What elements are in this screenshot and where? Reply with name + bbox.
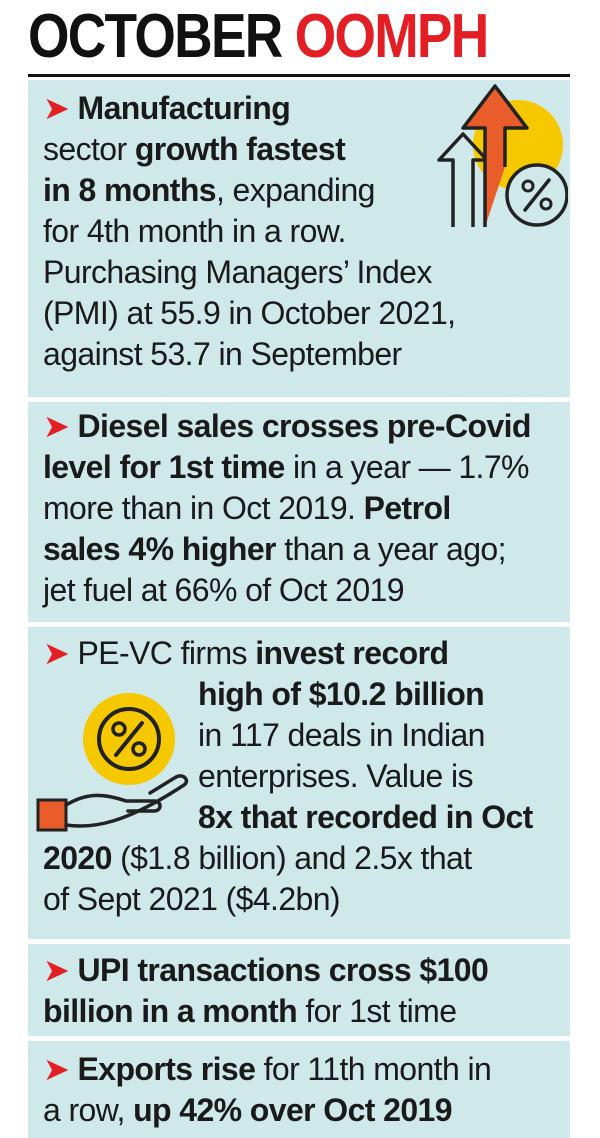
body-text: , expanding	[215, 172, 375, 208]
body-text: ($1.8 billion) and 2.5x that	[111, 840, 472, 876]
body-text: enterprises. Value is	[198, 758, 474, 794]
bullet-arrow-icon: ➤	[43, 408, 78, 444]
text-line: level for 1st time in a year — 1.7%	[43, 447, 531, 488]
bold-text: level for 1st time	[43, 449, 285, 485]
bold-text: billion in a month	[43, 993, 298, 1029]
item-upi: ➤ UPI transactions cross $100 billion in …	[28, 944, 570, 1036]
body-text: Purchasing Managers’ Index	[43, 254, 432, 290]
text-line: sales 4% higher than a year ago;	[43, 529, 531, 570]
item-manufacturing: ➤ Manufacturing sector growth fastest in 8…	[28, 80, 570, 397]
body-text: of Sept 2021 ($4.2bn)	[43, 881, 341, 917]
bold-text: up 42% over Oct 2019	[133, 1092, 452, 1128]
text-line: Purchasing Managers’ Index	[43, 252, 455, 293]
title-rule	[28, 74, 570, 77]
bold-text: Petrol	[363, 490, 452, 526]
text-line: sector growth fastest	[43, 129, 455, 170]
bold-text: Manufacturing	[77, 90, 291, 126]
bold-text: 8x that recorded in Oct	[198, 799, 533, 835]
text-line: for 4th month in a row.	[43, 211, 455, 252]
item-pe-vc: ➤ PE-VC firms invest record high of $10.2…	[28, 627, 570, 939]
text-line: 8x that recorded in Oct	[43, 797, 533, 838]
item-text: ➤ UPI transactions cross $100 billion in …	[43, 950, 489, 1032]
bullet-arrow-icon: ➤	[43, 635, 78, 671]
body-text: a row,	[43, 1092, 134, 1128]
text-line: against 53.7 in September	[43, 334, 455, 375]
bullet-arrow-icon: ➤	[43, 90, 78, 126]
bullet-arrow-icon: ➤	[43, 952, 78, 988]
bold-text: in 8 months	[43, 172, 217, 208]
item-text: ➤ Manufacturing sector growth fastest in 8…	[43, 88, 456, 375]
body-text: more than in Oct 2019.	[43, 490, 364, 526]
text-line: ➤ Diesel sales crosses pre-Covid	[43, 406, 531, 447]
text-line: in 117 deals in Indian	[43, 715, 533, 756]
body-text: against 53.7 in September	[43, 336, 402, 372]
text-line: jet fuel at 66% of Oct 2019	[43, 570, 531, 611]
bold-text: Diesel sales crosses pre-Covid	[77, 408, 532, 444]
body-text: in a year — 1.7%	[284, 449, 529, 485]
item-exports: ➤ Exports rise for 11th month in a row, u…	[28, 1041, 570, 1138]
bold-text: invest record	[255, 635, 449, 671]
text-line: enterprises. Value is	[43, 756, 533, 797]
bold-text: growth fastest	[134, 131, 346, 167]
page-title: OCTOBER OOMPH	[28, 0, 490, 74]
item-diesel-sales: ➤ Diesel sales crosses pre-Covid level fo…	[28, 402, 570, 622]
bold-text: UPI transactions cross $100	[77, 952, 489, 988]
text-line: high of $10.2 billion	[43, 674, 533, 715]
body-text: for 1st time	[297, 993, 457, 1029]
text-line: (PMI) at 55.9 in October 2021,	[43, 293, 456, 334]
text-line: billion in a month for 1st time	[43, 991, 488, 1032]
bold-text: sales 4% higher	[43, 531, 277, 567]
item-text: ➤ Diesel sales crosses pre-Covid level fo…	[43, 406, 531, 611]
hand-percent-coin-icon	[36, 693, 189, 832]
text-line: 2020 ($1.8 billion) and 2.5x that	[43, 838, 533, 879]
body-text: sector	[43, 131, 135, 167]
text-line: ➤ Manufacturing	[43, 88, 455, 129]
text-line: of Sept 2021 ($4.2bn)	[43, 879, 533, 920]
title-word-2: OOMPH	[294, 2, 490, 71]
text-line: a row, up 42% over Oct 2019	[43, 1090, 491, 1131]
item-text: ➤ Exports rise for 11th month in a row, u…	[43, 1049, 492, 1131]
title-word-1: OCTOBER	[28, 2, 283, 71]
text-line: ➤ UPI transactions cross $100	[43, 950, 489, 991]
bold-text: high of $10.2 billion	[198, 676, 485, 712]
bullet-arrow-icon: ➤	[43, 1051, 78, 1087]
item-text: ➤ PE-VC firms invest record high of $10.2…	[43, 633, 533, 920]
text-line: ➤ Exports rise for 11th month in	[43, 1049, 492, 1090]
text-line: ➤ PE-VC firms invest record	[43, 633, 533, 674]
body-text: in 117 deals in Indian	[198, 717, 485, 753]
body-text: than a year ago;	[275, 531, 506, 567]
body-text: (PMI) at 55.9 in October 2021,	[43, 295, 456, 331]
text-line: in 8 months, expanding	[43, 170, 455, 211]
body-text: for 11th month in	[255, 1051, 492, 1087]
bold-text: 2020	[43, 840, 112, 876]
growth-arrows-percent-icon	[437, 84, 568, 227]
body-text: jet fuel at 66% of Oct 2019	[43, 572, 405, 608]
text-line: more than in Oct 2019. Petrol	[43, 488, 531, 529]
body-text: PE-VC firms	[77, 635, 256, 671]
body-text: for 4th month in a row.	[43, 213, 346, 249]
bold-text: Exports rise	[77, 1051, 256, 1087]
